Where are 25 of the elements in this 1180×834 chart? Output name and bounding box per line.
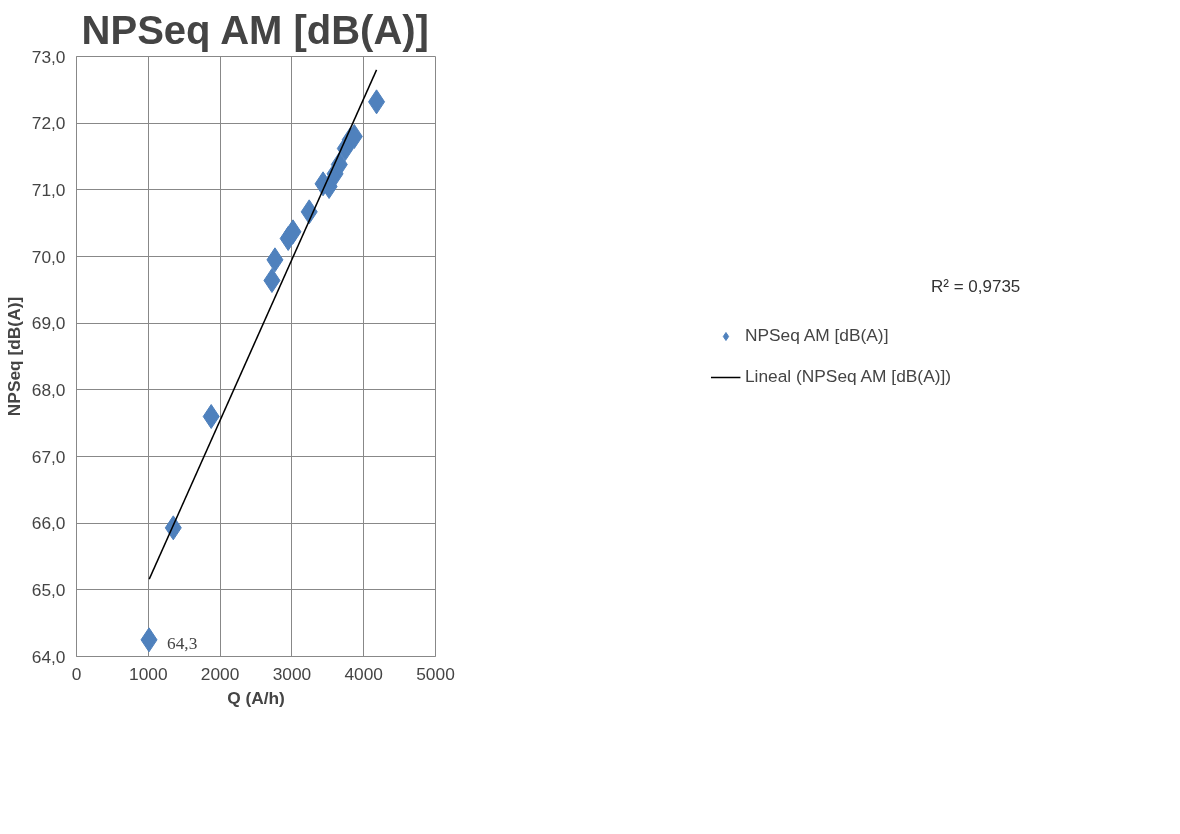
- y-tick-label: 64,0: [31, 646, 66, 667]
- y-tick-label: 65,0: [31, 579, 66, 600]
- data-label: 64,3: [167, 633, 198, 653]
- x-tick-label: 5000: [416, 663, 455, 684]
- y-axis-title: NPSeq [dB(A)]: [3, 296, 24, 417]
- y-tick-label: 66,0: [31, 513, 66, 534]
- y-tick-label: 69,0: [31, 313, 66, 334]
- y-tick-label: 73,0: [31, 46, 66, 67]
- legend-label: NPSeq AM [dB(A)]: [744, 325, 889, 346]
- y-tick-label: 72,0: [31, 113, 66, 134]
- point: [263, 268, 281, 293]
- chart-title: NPSeq AM [dB(A)]: [81, 7, 429, 52]
- point: [202, 404, 220, 429]
- legend-label: Lineal (NPSeq AM [dB(A)]): [744, 366, 952, 387]
- y-tick-label: 67,0: [31, 446, 66, 467]
- x-tick-label: 0: [71, 663, 82, 684]
- y-tick-label: 71,0: [31, 179, 66, 200]
- x-axis-title: Q (A/h): [227, 687, 285, 708]
- x-tick-label: 2000: [200, 663, 240, 684]
- x-tick-label: 4000: [344, 663, 383, 684]
- y-tick-label: 70,0: [31, 246, 66, 267]
- text: R² = 0,9735: [931, 276, 1021, 298]
- x-tick-label: 1000: [129, 663, 168, 684]
- x-tick-label: 3000: [272, 663, 312, 684]
- y-tick-label: 68,0: [31, 379, 66, 400]
